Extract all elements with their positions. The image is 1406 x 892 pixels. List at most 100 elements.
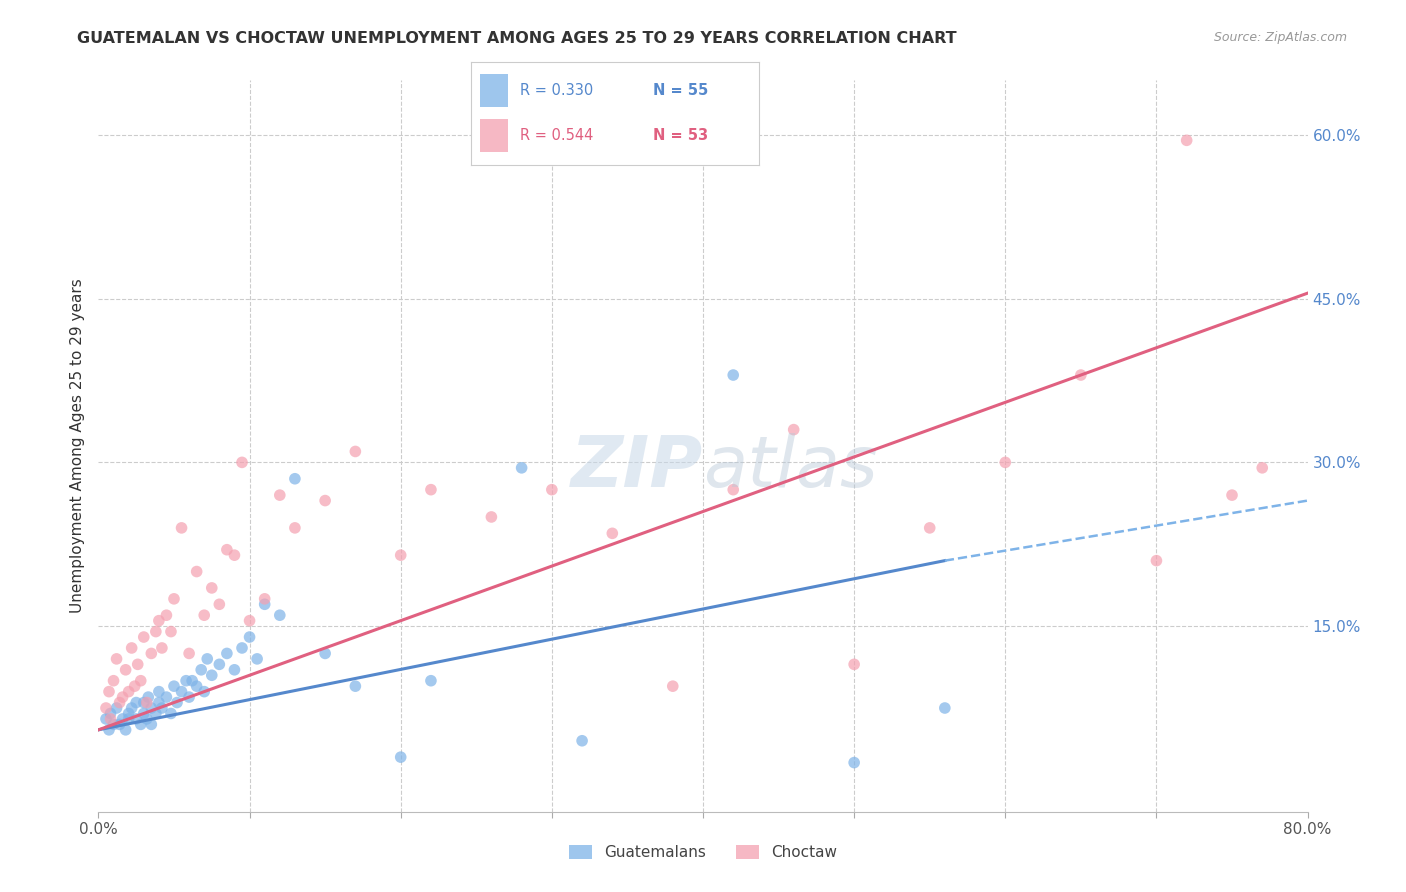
Text: atlas: atlas	[703, 434, 877, 502]
Point	[269, 488, 291, 502]
Text: N = 53: N = 53	[652, 128, 707, 143]
Point	[170, 521, 193, 535]
Point	[231, 640, 253, 655]
Point	[105, 652, 128, 666]
Point	[314, 647, 336, 661]
Point	[108, 717, 131, 731]
Point	[284, 521, 307, 535]
Point	[844, 756, 866, 770]
Point	[170, 684, 193, 698]
Point	[201, 581, 224, 595]
Point	[389, 750, 412, 764]
Point	[253, 597, 276, 611]
Point	[127, 657, 149, 672]
Point	[208, 657, 231, 672]
Point	[145, 624, 167, 639]
Point	[208, 597, 231, 611]
Point	[344, 444, 367, 458]
Y-axis label: Unemployment Among Ages 25 to 29 years: Unemployment Among Ages 25 to 29 years	[69, 278, 84, 614]
Point	[934, 701, 956, 715]
Point	[918, 521, 941, 535]
Point	[94, 701, 117, 715]
Point	[186, 679, 208, 693]
Text: GUATEMALAN VS CHOCTAW UNEMPLOYMENT AMONG AGES 25 TO 29 YEARS CORRELATION CHART: GUATEMALAN VS CHOCTAW UNEMPLOYMENT AMONG…	[77, 31, 957, 46]
Point	[1175, 133, 1198, 147]
Point	[118, 712, 141, 726]
Text: Source: ZipAtlas.com: Source: ZipAtlas.com	[1213, 31, 1347, 45]
Point	[193, 684, 215, 698]
Point	[1070, 368, 1092, 382]
Point	[98, 723, 121, 737]
Point	[132, 696, 155, 710]
Point	[111, 712, 134, 726]
Point	[155, 608, 177, 623]
Point	[571, 733, 593, 747]
Point	[231, 455, 253, 469]
Point	[103, 717, 125, 731]
Point	[253, 591, 276, 606]
Point	[148, 684, 170, 698]
Point	[246, 652, 269, 666]
Point	[723, 368, 745, 382]
Point	[420, 483, 443, 497]
Point	[132, 706, 155, 721]
Point	[181, 673, 204, 688]
Point	[103, 673, 125, 688]
FancyBboxPatch shape	[479, 119, 509, 152]
Point	[269, 608, 291, 623]
Point	[389, 548, 412, 562]
Point	[148, 696, 170, 710]
Point	[224, 663, 246, 677]
Point	[1144, 554, 1167, 568]
Point	[166, 696, 188, 710]
Point	[148, 614, 170, 628]
Point	[344, 679, 367, 693]
Point	[111, 690, 134, 704]
Point	[195, 652, 218, 666]
Point	[114, 723, 136, 737]
Point	[160, 624, 183, 639]
Point	[215, 542, 238, 557]
Point	[125, 696, 148, 710]
Text: R = 0.330: R = 0.330	[520, 83, 593, 97]
Point	[105, 701, 128, 715]
Point	[661, 679, 683, 693]
Point	[193, 608, 215, 623]
Point	[844, 657, 866, 672]
Text: N = 55: N = 55	[652, 83, 707, 97]
Point	[1251, 460, 1274, 475]
Point	[100, 706, 122, 721]
Point	[163, 679, 186, 693]
Text: R = 0.544: R = 0.544	[520, 128, 593, 143]
Point	[179, 647, 201, 661]
Point	[100, 712, 122, 726]
Point	[118, 684, 141, 698]
Point	[314, 493, 336, 508]
Point	[150, 701, 173, 715]
Point	[94, 712, 117, 726]
Point	[284, 472, 307, 486]
Point	[141, 717, 163, 731]
Point	[155, 690, 177, 704]
Point	[124, 679, 146, 693]
Point	[114, 663, 136, 677]
Point	[723, 483, 745, 497]
Point	[239, 630, 262, 644]
Point	[163, 591, 186, 606]
Point	[121, 640, 143, 655]
Point	[201, 668, 224, 682]
Point	[602, 526, 624, 541]
Point	[150, 640, 173, 655]
Text: ZIP: ZIP	[571, 434, 703, 502]
Point	[108, 696, 131, 710]
Point	[129, 717, 152, 731]
Point	[135, 696, 157, 710]
Point	[186, 565, 208, 579]
Point	[190, 663, 212, 677]
Point	[420, 673, 443, 688]
Point	[141, 701, 163, 715]
Point	[125, 712, 148, 726]
Point	[160, 706, 183, 721]
Point	[540, 483, 562, 497]
Point	[179, 690, 201, 704]
